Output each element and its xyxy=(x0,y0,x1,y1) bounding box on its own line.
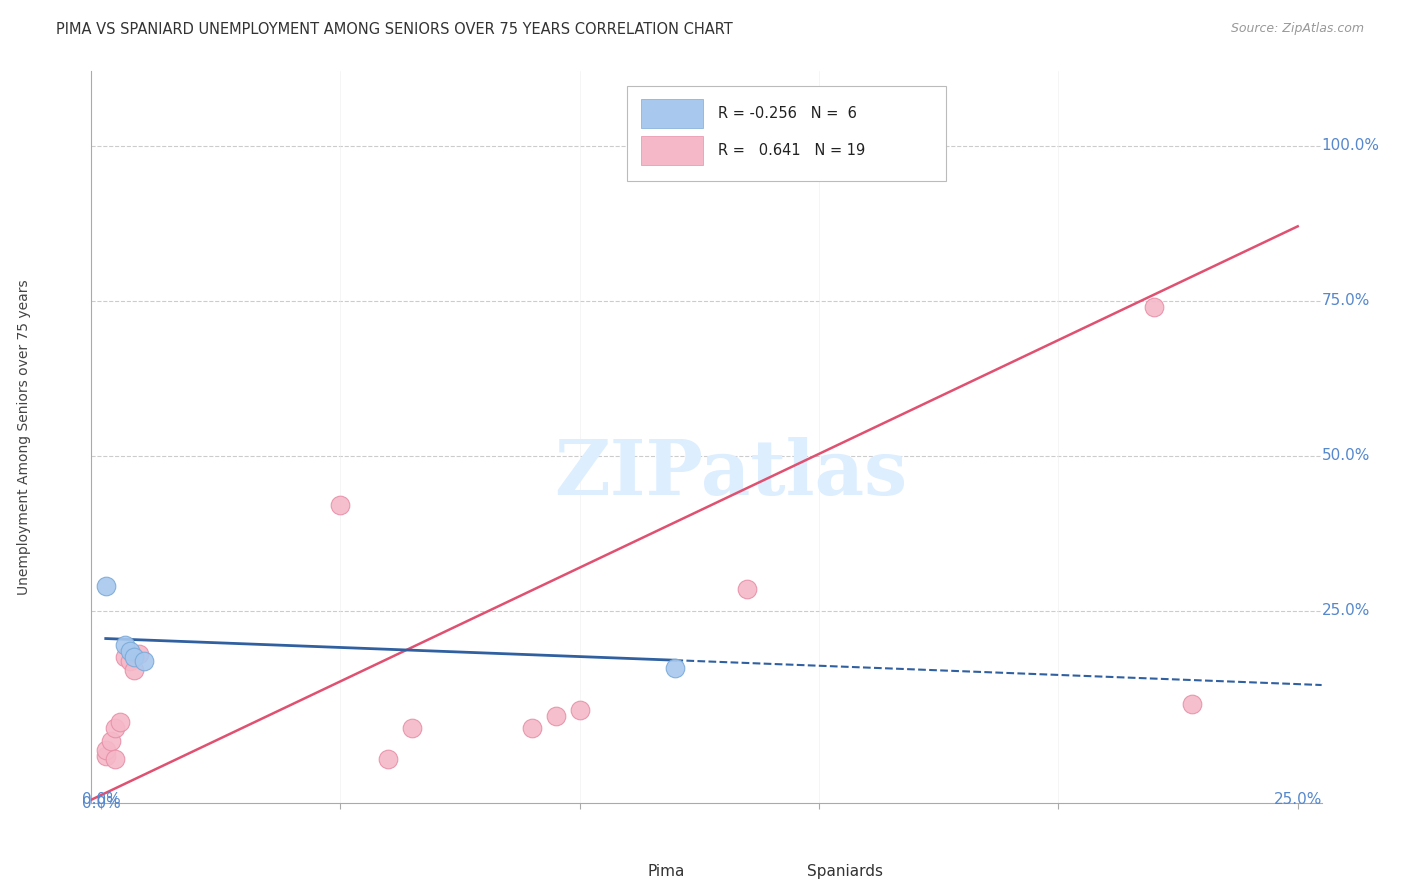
Point xyxy=(94,579,117,593)
Text: Pima: Pima xyxy=(647,864,685,879)
Point xyxy=(94,749,117,764)
Text: 100.0%: 100.0% xyxy=(1322,138,1379,153)
FancyBboxPatch shape xyxy=(583,858,638,885)
Text: 0.0%: 0.0% xyxy=(82,797,121,811)
Point xyxy=(568,703,591,717)
Point xyxy=(544,709,567,723)
Point xyxy=(118,644,141,658)
Text: 25.0%: 25.0% xyxy=(1322,603,1369,618)
Point xyxy=(114,638,136,652)
Text: Unemployment Among Seniors over 75 years: Unemployment Among Seniors over 75 years xyxy=(17,279,31,595)
Point xyxy=(377,752,399,766)
Text: 50.0%: 50.0% xyxy=(1322,448,1369,463)
Point xyxy=(100,734,122,748)
Point xyxy=(128,647,150,661)
Text: Source: ZipAtlas.com: Source: ZipAtlas.com xyxy=(1230,22,1364,36)
Text: ZIPatlas: ZIPatlas xyxy=(554,437,908,510)
Text: PIMA VS SPANIARD UNEMPLOYMENT AMONG SENIORS OVER 75 YEARS CORRELATION CHART: PIMA VS SPANIARD UNEMPLOYMENT AMONG SENI… xyxy=(56,22,733,37)
Text: 25.0%: 25.0% xyxy=(1274,791,1322,806)
Text: 0.0%: 0.0% xyxy=(82,791,121,806)
Point xyxy=(124,650,146,665)
Point xyxy=(114,650,136,665)
Point xyxy=(1143,300,1166,314)
Point xyxy=(401,722,423,736)
Text: R =   0.641   N = 19: R = 0.641 N = 19 xyxy=(717,143,865,158)
Point xyxy=(1181,697,1204,711)
Text: Spaniards: Spaniards xyxy=(807,864,883,879)
FancyBboxPatch shape xyxy=(627,86,946,181)
Point xyxy=(118,655,141,669)
Text: R = -0.256   N =  6: R = -0.256 N = 6 xyxy=(717,106,856,121)
Point xyxy=(124,663,146,677)
Point xyxy=(520,722,543,736)
FancyBboxPatch shape xyxy=(641,136,703,165)
Point xyxy=(108,715,131,730)
Point xyxy=(94,743,117,757)
Text: 75.0%: 75.0% xyxy=(1322,293,1369,309)
FancyBboxPatch shape xyxy=(744,858,799,885)
Point xyxy=(329,498,352,512)
FancyBboxPatch shape xyxy=(641,99,703,128)
Point xyxy=(104,722,127,736)
Point xyxy=(104,752,127,766)
Point xyxy=(735,582,758,596)
Point xyxy=(132,655,155,669)
Point xyxy=(664,661,686,675)
